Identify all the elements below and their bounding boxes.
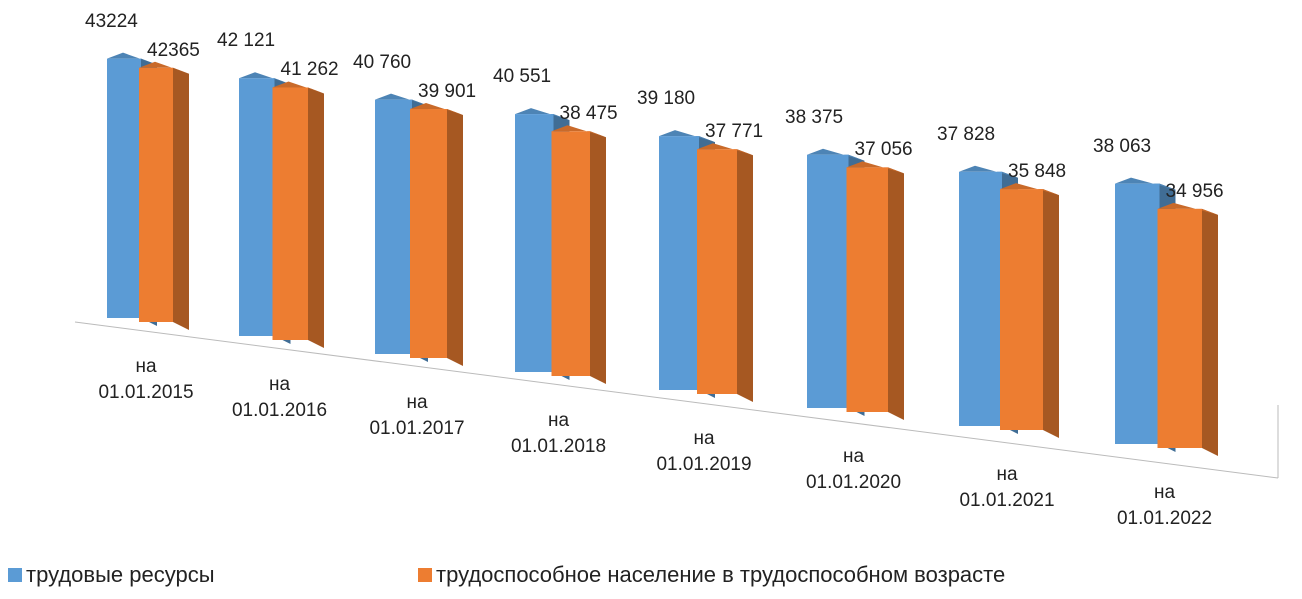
bar-side <box>737 149 753 402</box>
x-tick-label: на 01.01.2016 <box>231 374 328 421</box>
floor-edge <box>74 321 1279 479</box>
x-tick-label: на 01.01.2022 <box>1116 482 1213 529</box>
bar-front <box>807 154 849 408</box>
bar-front <box>697 149 737 394</box>
bar <box>1000 183 1059 438</box>
bar-side <box>447 109 463 366</box>
bar-front <box>239 78 275 336</box>
bar <box>139 61 189 330</box>
x-tick-label: на 01.01.2017 <box>369 392 465 439</box>
data-label: 42365 <box>147 39 200 61</box>
legend-swatch <box>8 568 22 582</box>
legend-label: трудоспособное население в трудоспособно… <box>436 562 1006 587</box>
legend-swatch <box>418 568 432 582</box>
x-tick-label: на 01.01.2015 <box>98 356 194 403</box>
bar-front <box>375 99 412 355</box>
bar-side <box>308 87 324 348</box>
bar-front <box>139 67 173 322</box>
bar <box>697 143 753 402</box>
bar-front <box>515 114 554 372</box>
bar <box>846 161 904 420</box>
legend-item: трудоспособное население в трудоспособно… <box>418 562 1005 588</box>
bar-side <box>173 67 189 330</box>
data-label: 38 375 <box>785 106 844 128</box>
bar-side <box>1202 208 1218 456</box>
data-label: 35 848 <box>1008 161 1067 183</box>
bar-front <box>107 58 141 318</box>
x-tick-label: на 01.01.2018 <box>510 410 607 457</box>
bar-front <box>959 171 1002 426</box>
bar-front <box>846 167 888 412</box>
bar <box>551 125 606 384</box>
bar-front <box>1157 208 1202 448</box>
bar <box>272 81 324 348</box>
bar-front <box>551 131 590 376</box>
data-label: 41 262 <box>280 59 339 81</box>
legend-item: трудовые ресурсы <box>8 562 215 588</box>
bar-front <box>659 136 699 390</box>
data-label: 37 056 <box>854 139 913 161</box>
bar-side <box>1043 189 1059 438</box>
bar-side <box>888 167 904 420</box>
bar <box>1157 202 1218 456</box>
data-label: 38 063 <box>1093 135 1152 157</box>
bar-side <box>590 131 606 384</box>
data-label: 42 121 <box>217 30 276 52</box>
data-label: 40 551 <box>493 66 552 88</box>
data-label: 40 760 <box>353 51 412 73</box>
bar <box>410 103 463 366</box>
data-label: 43224 <box>85 10 138 32</box>
data-label: 37 771 <box>705 121 764 143</box>
data-label: 39 901 <box>418 81 477 103</box>
data-label: 37 828 <box>937 123 996 145</box>
x-tick-label: на 01.01.2021 <box>959 464 1055 511</box>
data-label: 38 475 <box>559 103 618 125</box>
x-tick-label: на 01.01.2020 <box>805 446 902 493</box>
x-tick-label: на 01.01.2019 <box>656 428 752 475</box>
data-label: 39 180 <box>637 88 696 110</box>
legend-label: трудовые ресурсы <box>26 562 215 587</box>
bar-front <box>272 87 308 340</box>
bar-front <box>1115 183 1160 444</box>
data-label: 34 956 <box>1165 180 1224 202</box>
bar-front <box>410 109 447 358</box>
bar-front <box>1000 189 1043 430</box>
